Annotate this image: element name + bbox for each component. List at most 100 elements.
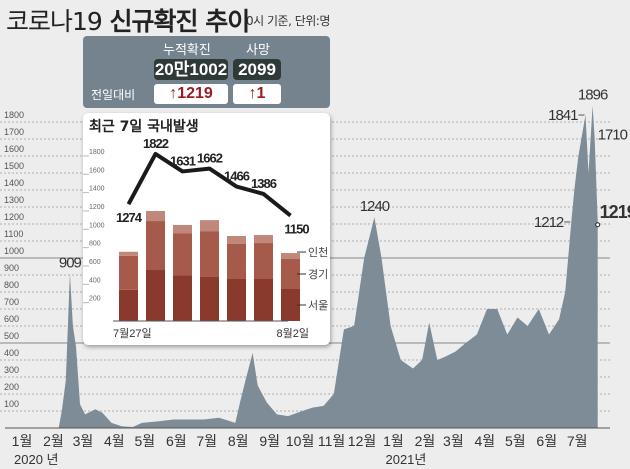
x-tick-label: 2월 — [43, 433, 64, 449]
inset-y-tick-label: 1800 — [89, 149, 105, 156]
death-delta: ↑1 — [233, 84, 281, 104]
x-tick-label: 10월 — [286, 433, 314, 449]
line-value-label: 1386 — [251, 176, 277, 191]
bar-서울 — [281, 288, 300, 321]
x-tick-label: 11월 — [318, 433, 345, 449]
inset-y-tick-label: 200 — [89, 296, 101, 303]
y-tick-label: 400 — [4, 348, 19, 358]
bar-인천 — [173, 224, 192, 234]
inset-y-tick-label: 1200 — [89, 204, 105, 211]
y-tick-label: 1600 — [4, 144, 24, 154]
inset-y-tick-label: 400 — [89, 277, 101, 284]
x-tick-label: 6월 — [536, 433, 557, 449]
area-series — [29, 105, 598, 428]
title-prefix: 코로나19 — [6, 7, 103, 36]
x-tick-label: 4월 — [104, 433, 125, 449]
bar-경기 — [146, 221, 165, 271]
x-tick-label: 5월 — [134, 433, 155, 449]
line-value-label: 1274 — [116, 210, 143, 225]
line-value-label: 1822 — [143, 136, 169, 151]
inset-chart: 200 400 600 800 1000 1200 1400 1600 1800 1274 1822… — [83, 136, 328, 340]
subtitle: 0시 기준, 단위:명 — [246, 14, 330, 28]
bar-서울 — [146, 270, 165, 321]
title-main: 신규확진 추이 — [109, 7, 251, 36]
annotation-label: 1841 — [548, 107, 578, 124]
y-tick-label: 100 — [4, 399, 19, 409]
y-tick-label: 1200 — [4, 212, 24, 222]
cumulative-value: 20만1002 — [154, 59, 228, 80]
x-tick-label: 7월 — [567, 433, 588, 449]
bar-경기 — [227, 243, 246, 280]
bar-경기 — [200, 231, 219, 277]
bar-인천 — [227, 235, 246, 244]
year-label: 2021년 — [385, 452, 426, 467]
annotation-label: 1896 — [578, 87, 608, 104]
x-tick-label: 7월 — [196, 433, 217, 449]
x-tick-label: 1월 — [12, 433, 33, 449]
y-tick-label: 700 — [4, 297, 19, 307]
x-tick-label: 3월 — [73, 433, 94, 449]
bar-인천 — [254, 234, 273, 244]
line-value-label: 1631 — [170, 153, 196, 168]
inset-chart-panel: 최근 7일 국내발생 200 400 600 800 1000 1200 1400 1600 1… — [83, 113, 330, 345]
annotation-label: 1212 — [534, 214, 564, 231]
bar-경기 — [281, 259, 300, 289]
y-tick-label: 200 — [4, 382, 19, 392]
death-value: 2099 — [233, 59, 281, 80]
cumulative-delta: ↑1219 — [154, 84, 228, 104]
x-tick-label: 5월 — [505, 433, 526, 449]
legend-label: 인천 — [308, 245, 328, 259]
bar-경기 — [119, 255, 138, 290]
annotation-label: 909 — [59, 254, 82, 271]
bar-경기 — [173, 233, 192, 276]
inset-y-tick-label: 600 — [89, 259, 101, 266]
cumulative-label: 누적확진 — [163, 43, 211, 58]
delta-label: 전일대비 — [91, 88, 136, 102]
line-series — [126, 151, 292, 218]
y-tick-label: 1100 — [4, 229, 23, 239]
inset-y-tick-label: 1400 — [89, 186, 105, 193]
y-tick-label: 800 — [4, 280, 19, 290]
chart-title: 코로나19 신규확진 추이 — [6, 2, 251, 38]
y-tick-label: 300 — [4, 365, 19, 375]
inset-y-tick-label: 1000 — [89, 222, 105, 229]
y-tick-label: 1300 — [4, 195, 24, 205]
line-value-label: 1662 — [197, 151, 223, 166]
bar-인천 — [146, 210, 165, 222]
legend-label: 경기 — [308, 268, 328, 281]
bar-인천 — [281, 253, 300, 260]
bar-경기 — [254, 243, 273, 280]
x-tick-label: 1월 — [383, 433, 404, 449]
x-tick-label: 9월 — [259, 433, 280, 449]
stats-panel: 누적확진 사망 20만1002 2099 전일대비 ↑1219 ↑1 — [83, 36, 330, 108]
bar-서울 — [173, 275, 192, 321]
x-tick-label: 4월 — [475, 433, 496, 449]
annotation-label: 1219 — [600, 202, 630, 222]
bar-인천 — [119, 251, 138, 256]
legend-label: 서울 — [308, 299, 328, 312]
bar-서울 — [200, 276, 219, 321]
y-tick-label: 1000 — [4, 246, 24, 256]
y-tick-label: 1800 — [4, 110, 24, 120]
y-tick-label: 1400 — [4, 178, 24, 188]
inset-title: 최근 7일 국내발생 — [89, 119, 199, 135]
y-tick-label: 500 — [4, 331, 19, 341]
line-value-label: 1466 — [224, 169, 250, 184]
annotation-label: 1710 — [598, 126, 628, 143]
bar-서울 — [227, 279, 246, 321]
inset-y-tick-label: 1600 — [89, 167, 105, 174]
x-tick-label: 3월 — [443, 433, 464, 449]
bar-서울 — [254, 279, 273, 321]
line-value-label: 1150 — [284, 222, 309, 237]
x-tick-label: 8월 — [228, 433, 249, 449]
y-tick-label: 1700 — [4, 127, 24, 137]
x-tick-label: 12월 — [348, 433, 376, 449]
death-label: 사망 — [246, 43, 270, 58]
bar-인천 — [200, 220, 219, 232]
year-label: 2020 년 — [14, 452, 59, 467]
annotation-label: 1240 — [360, 198, 390, 215]
latest-point-marker — [595, 222, 601, 228]
inset-y-tick-label: 800 — [89, 241, 101, 248]
y-tick-label: 600 — [4, 314, 19, 324]
y-tick-label: 1500 — [4, 161, 24, 171]
